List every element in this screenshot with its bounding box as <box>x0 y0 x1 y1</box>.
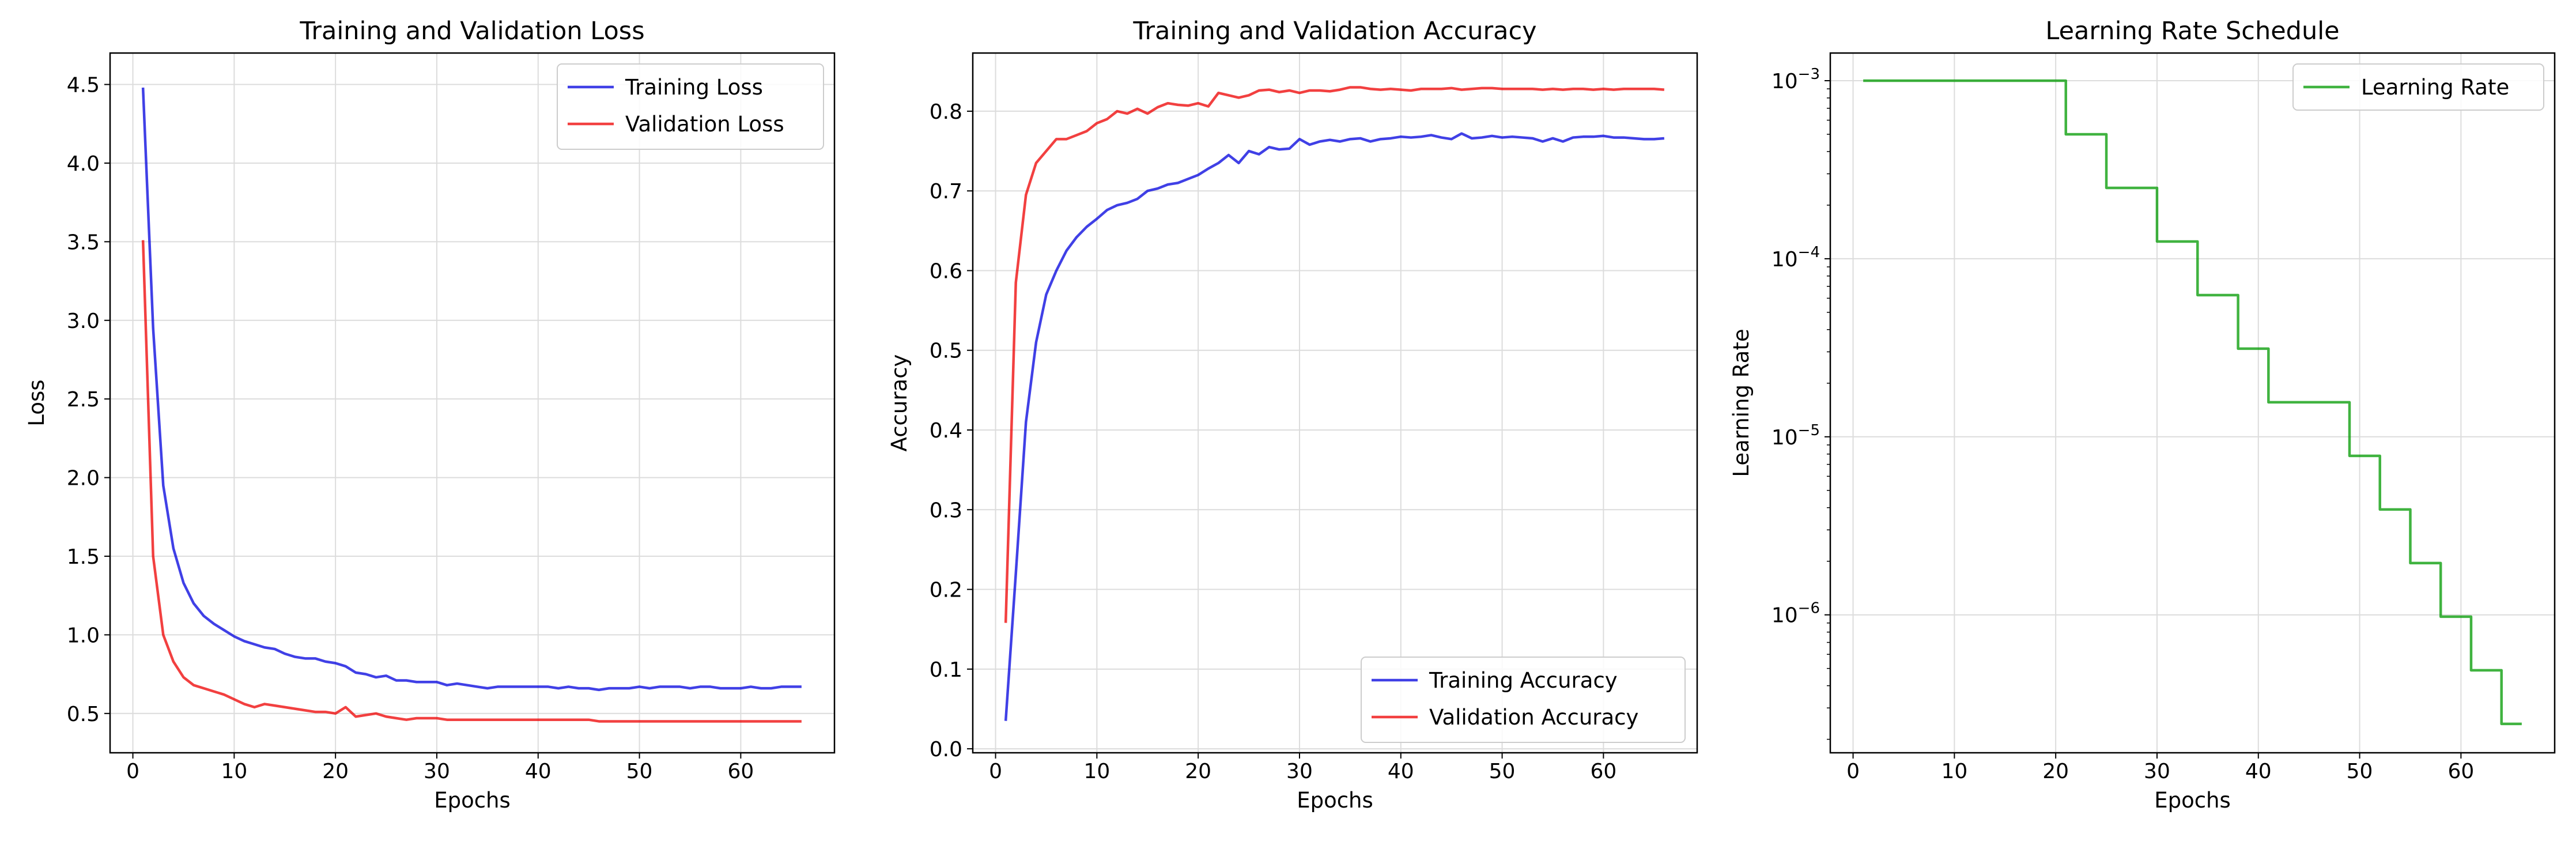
y-tick-label: 0.1 <box>930 658 962 682</box>
y-tick-label: 0.0 <box>930 738 962 761</box>
chart-panel-2: 0 10 20 30 40 50 60 0.0 0.1 0.2 0.3 0.4 0.5 0.6 0.7 0.8… <box>887 17 1698 813</box>
legend-label-training-loss: Training Loss <box>625 75 763 100</box>
chart-title: Learning Rate Schedule <box>2045 17 2339 46</box>
y-tick-label: 0.8 <box>930 100 962 124</box>
y-tick-label: 3.0 <box>67 310 100 333</box>
x-tick-label: 50 <box>626 760 653 783</box>
y-tick-label: 10−3 <box>1772 66 1820 93</box>
y-tick-label: 1.5 <box>67 545 100 569</box>
legend-box <box>2292 63 2544 111</box>
series-line-training-accuracy <box>1004 132 1665 721</box>
x-tick-label: 20 <box>1185 760 1211 783</box>
plot-frame <box>1829 52 2556 754</box>
x-tick-label: 60 <box>1590 760 1616 783</box>
chart-panel-1: 0 10 20 30 40 50 60 0.5 1.0 1.5 2.0 2.5 3.0 3.5 4.0 4.5… <box>24 17 836 813</box>
x-tick-label: 20 <box>2042 760 2069 783</box>
y-tick-label: 3.5 <box>67 231 100 254</box>
legend: Learning Rate <box>2292 63 2544 111</box>
plot-frame <box>109 52 836 754</box>
y-tick-label: 0.2 <box>930 579 962 602</box>
x-tick-label: 10 <box>1083 760 1110 783</box>
x-tick-label: 60 <box>2447 760 2474 783</box>
series-line-training-loss <box>141 87 802 692</box>
x-tick-label: 10 <box>1941 760 1967 783</box>
y-tick-label: 10−5 <box>1772 422 1820 450</box>
x-axis-label: Epochs <box>2154 788 2231 813</box>
y-axis-label: Accuracy <box>887 354 912 452</box>
y-tick-label: 2.0 <box>67 467 100 491</box>
legend: Training Loss Validation Loss <box>557 63 824 150</box>
legend-label-validation-accuracy: Validation Accuracy <box>1429 705 1638 730</box>
y-tick-label: 10−4 <box>1772 244 1820 271</box>
y-tick-label: 0.4 <box>930 419 962 443</box>
x-tick-label: 30 <box>2144 760 2170 783</box>
x-tick-label: 60 <box>727 760 754 783</box>
grid <box>110 53 834 753</box>
x-tick-label: 40 <box>525 760 552 783</box>
x-tick-label: 0 <box>1846 760 1860 783</box>
x-tick-label: 30 <box>1286 760 1313 783</box>
legend-box <box>557 63 824 150</box>
y-tick-label: 10−6 <box>1772 600 1820 628</box>
chart-panel-3: 0 10 20 30 40 50 60 10−6 10−5 10−4 10−3 Learning Ra… <box>1729 17 2556 813</box>
y-tick-label: 0.7 <box>930 180 962 203</box>
series-line-validation-loss <box>141 240 802 723</box>
y-tick-label: 0.5 <box>67 703 100 726</box>
x-tick-label: 0 <box>989 760 1002 783</box>
y-tick-label: 1.0 <box>67 624 100 647</box>
x-tick-label: 50 <box>1489 760 1516 783</box>
legend-box <box>1361 657 1686 743</box>
x-tick-label: 30 <box>424 760 450 783</box>
x-tick-label: 50 <box>2347 760 2373 783</box>
y-tick-label: 0.5 <box>930 339 962 363</box>
x-tick-label: 10 <box>221 760 247 783</box>
x-tick-label: 40 <box>1388 760 1414 783</box>
y-tick-label: 0.3 <box>930 499 962 522</box>
chart-title: Training and Validation Accuracy <box>1132 17 1536 46</box>
legend-label-learning-rate: Learning Rate <box>2361 75 2509 100</box>
x-tick-label: 20 <box>322 760 349 783</box>
legend: Training Accuracy Validation Accuracy <box>1361 657 1686 743</box>
x-tick-label: 0 <box>126 760 139 783</box>
legend-label-training-accuracy: Training Accuracy <box>1429 668 1618 693</box>
y-axis-label: Loss <box>24 379 49 426</box>
legend-label-validation-loss: Validation Loss <box>625 112 784 137</box>
x-axis-label: Epochs <box>1297 788 1373 813</box>
y-tick-label: 4.5 <box>67 74 100 97</box>
series-line-validation-accuracy <box>1004 86 1665 623</box>
grid <box>1830 53 2555 753</box>
series-line-learning-rate <box>1863 79 2522 726</box>
x-axis-label: Epochs <box>434 788 511 813</box>
x-tick-label: 40 <box>2245 760 2272 783</box>
y-axis-label: Learning Rate <box>1729 329 1754 477</box>
chart-title: Training and Validation Loss <box>299 17 644 46</box>
y-tick-label: 4.0 <box>67 152 100 176</box>
grid <box>973 53 1697 753</box>
y-tick-label: 2.5 <box>67 388 100 412</box>
plot-frame <box>972 52 1698 754</box>
y-tick-label: 0.6 <box>930 259 962 283</box>
